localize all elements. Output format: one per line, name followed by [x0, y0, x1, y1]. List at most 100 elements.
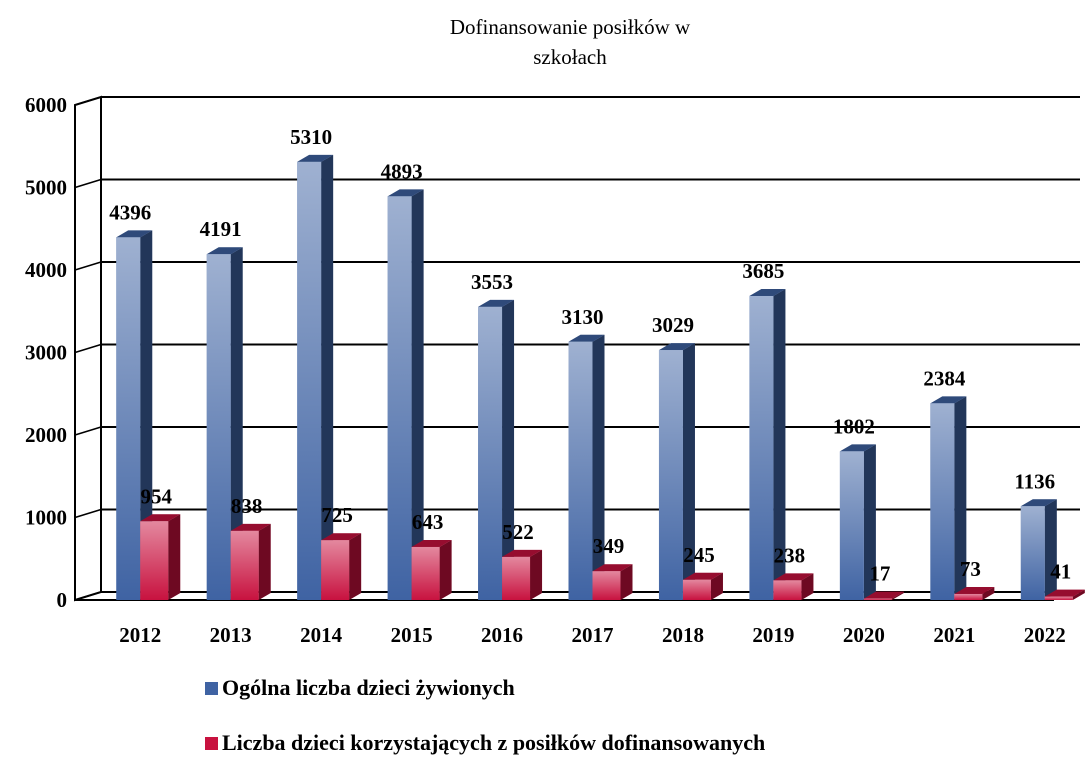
bar-face [502, 299, 515, 600]
bar-face [801, 573, 814, 600]
y-tick-label: 0 [57, 588, 68, 612]
bar [930, 396, 967, 600]
x-tick-label: 2014 [300, 623, 343, 647]
bar-face [230, 523, 271, 531]
bar [773, 573, 814, 600]
data-label: 73 [960, 557, 981, 581]
bar-face [230, 530, 259, 600]
data-label: 3130 [562, 305, 604, 329]
bar-face [116, 237, 141, 600]
bar [230, 523, 271, 600]
bar-face [749, 288, 786, 296]
bar-face [863, 444, 876, 600]
bar-face [140, 514, 181, 522]
bar-face [411, 189, 424, 600]
data-label: 954 [140, 484, 172, 508]
x-tick-label: 2019 [752, 623, 794, 647]
legend-swatch [205, 682, 218, 695]
bar [478, 299, 515, 600]
bar-face [1044, 499, 1057, 600]
bar-face [1020, 499, 1057, 507]
y-tick-label: 4000 [25, 258, 67, 282]
data-label: 4396 [109, 200, 151, 224]
x-tick-label: 2022 [1024, 623, 1066, 647]
bar-face [297, 161, 322, 601]
bar-face [773, 573, 814, 581]
bar-face [206, 247, 243, 255]
bar-face [773, 288, 786, 600]
bar-face [1044, 589, 1085, 597]
x-tick-label: 2015 [391, 623, 433, 647]
bar-face [478, 299, 515, 307]
bar-face [140, 230, 153, 600]
bar-face [530, 549, 543, 600]
x-tick-label: 2018 [662, 623, 704, 647]
x-tick-label: 2016 [481, 623, 523, 647]
bar-face [620, 564, 633, 600]
x-tick-label: 2021 [933, 623, 975, 647]
bar [749, 288, 786, 600]
bar [839, 444, 876, 600]
bar-face [387, 196, 412, 600]
bar-face [116, 230, 153, 238]
bar-face [954, 396, 967, 600]
y-tick-label: 1000 [25, 506, 67, 530]
bar-face [773, 580, 802, 600]
bar-face [891, 591, 904, 600]
data-label: 522 [502, 520, 534, 544]
bar-face [439, 539, 452, 600]
grid-line [74, 96, 102, 106]
data-label: 3685 [742, 259, 784, 283]
bar [206, 247, 243, 600]
bar-face [749, 288, 786, 296]
bar-face [1072, 589, 1085, 600]
legend-label: Liczba dzieci korzystających z posiłków … [222, 730, 765, 755]
bar-face [930, 396, 967, 404]
bar-face [297, 154, 334, 162]
bar-face [478, 299, 515, 307]
bar-face [592, 564, 633, 572]
data-label: 2384 [923, 366, 966, 390]
bar-face [592, 571, 621, 600]
data-label: 238 [774, 543, 806, 567]
x-tick-label: 2012 [119, 623, 161, 647]
bar-face [1020, 506, 1045, 600]
bar-face [321, 154, 334, 601]
bar [1044, 589, 1085, 600]
bar-face [1044, 499, 1057, 600]
bar-face [930, 396, 967, 404]
bar-face [230, 523, 271, 531]
bar-face [682, 572, 723, 580]
bar-face [206, 247, 243, 255]
data-label: 41 [1050, 560, 1071, 584]
bar-face [140, 521, 169, 600]
bar [411, 539, 452, 600]
y-tick-label: 6000 [25, 93, 67, 117]
bar-face [982, 586, 995, 600]
data-label: 3553 [471, 270, 513, 294]
data-label: 245 [683, 543, 715, 567]
bar-face [140, 514, 181, 522]
bar-face [592, 334, 605, 600]
bar-face [478, 306, 503, 600]
bar-face [658, 343, 695, 351]
bar-face [863, 598, 892, 600]
bar-face [140, 230, 153, 600]
bar-face [839, 444, 876, 452]
bar [1020, 499, 1057, 600]
bar-face [1072, 589, 1085, 600]
bar [140, 514, 181, 600]
bar-face [502, 556, 531, 600]
bar-face [349, 533, 362, 600]
y-tick-label: 5000 [25, 176, 67, 200]
bar-face [930, 403, 955, 600]
grid-line [74, 426, 102, 436]
data-label: 17 [869, 562, 890, 586]
bar-face [592, 334, 605, 600]
bar-face [568, 341, 593, 600]
bar-face [387, 189, 424, 197]
bar-face [439, 539, 452, 600]
data-label: 3029 [652, 313, 694, 337]
bar-face [230, 247, 243, 600]
